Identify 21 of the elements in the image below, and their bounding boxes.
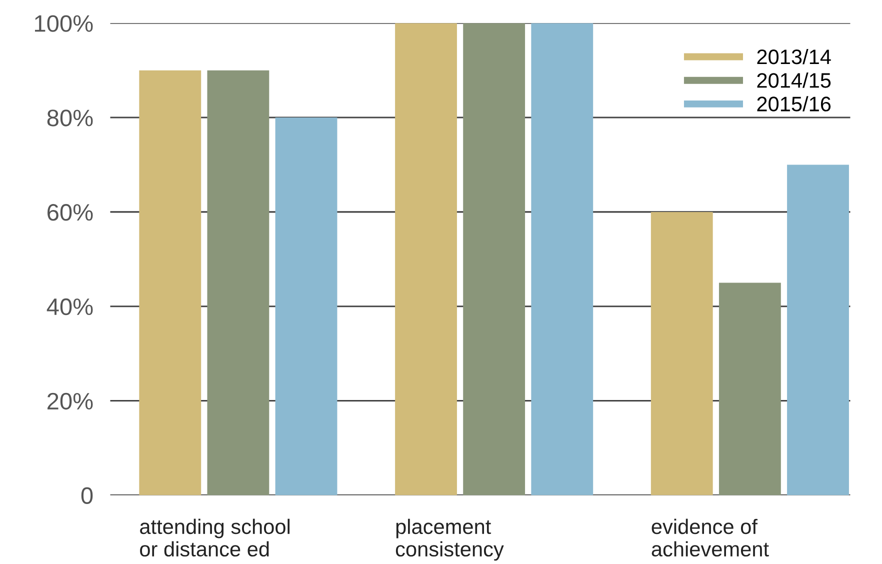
bar bbox=[787, 164, 849, 496]
x-tick-label: attending school or distance ed bbox=[140, 518, 290, 557]
y-tick-label: 20% bbox=[48, 392, 93, 410]
bar bbox=[463, 23, 526, 496]
x-tick-label: placement consistency bbox=[396, 518, 504, 561]
y-tick-label: 40% bbox=[46, 298, 93, 316]
bar bbox=[395, 23, 457, 496]
bar bbox=[207, 70, 270, 496]
legend-label: 2014/15 bbox=[757, 72, 831, 88]
bar bbox=[531, 23, 594, 496]
bar bbox=[718, 282, 781, 496]
y-tick-label: 100% bbox=[35, 15, 93, 32]
y-tick-label: 80% bbox=[47, 110, 93, 126]
y-tick-label: 60% bbox=[48, 204, 93, 221]
x-tick-label: evidence of achievement bbox=[652, 518, 769, 557]
legend-label: 2013/14 bbox=[757, 48, 831, 64]
legend-label: 2015/16 bbox=[757, 96, 831, 112]
y-tick-label: 0 bbox=[81, 487, 93, 504]
bar bbox=[650, 212, 713, 496]
bar bbox=[139, 70, 202, 496]
bar bbox=[275, 118, 338, 496]
